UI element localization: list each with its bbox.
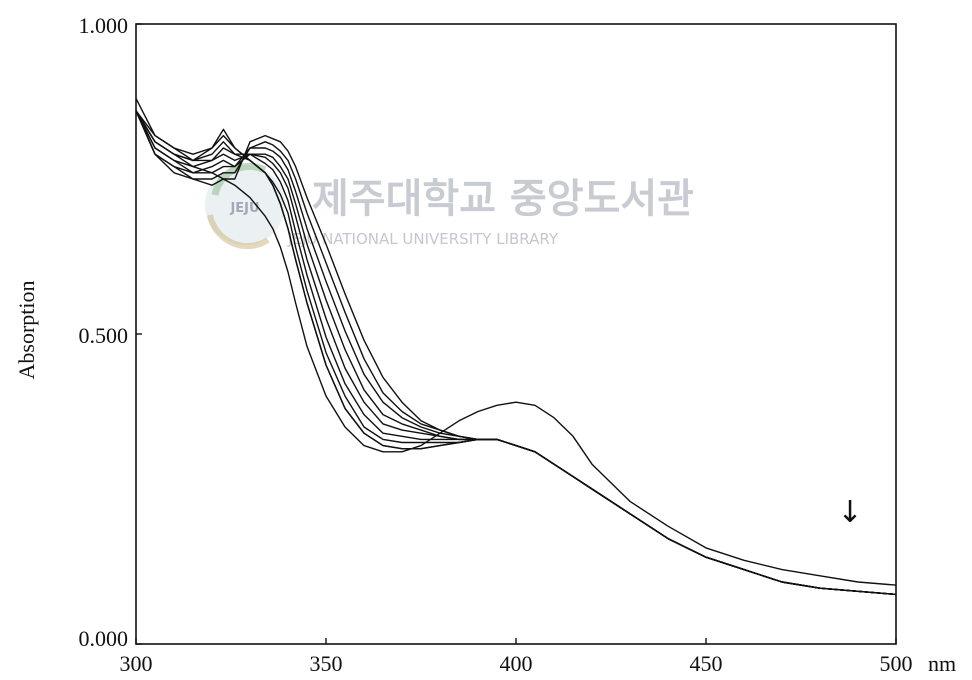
y-tick-label-0500: 0.500	[79, 323, 129, 348]
x-tick-label-450: 450	[690, 651, 723, 676]
x-tick-label-300: 300	[120, 651, 153, 676]
spectrum-line-10	[135, 110, 897, 586]
spectra-series	[135, 98, 897, 596]
decrease-arrow-annotation: ↓	[837, 495, 862, 530]
x-tick-label-350: 350	[310, 651, 343, 676]
library-watermark: JEJU 제주대학교 중앙도서관 JEJU NATIONAL UNIVERSIT…	[205, 162, 694, 250]
x-tick-label-400: 400	[500, 651, 533, 676]
x-tick-label-500: 500	[880, 651, 913, 676]
x-axis-unit-label: nm	[928, 651, 956, 676]
y-axis-title: Absorption	[14, 281, 39, 380]
axis-ticks	[135, 23, 897, 645]
plot-frame	[135, 23, 897, 645]
watermark-korean-text: 제주대학교 중앙도서관	[312, 176, 694, 222]
y-tick-label-0000: 0.000	[79, 626, 129, 651]
y-tick-label-1000: 1.000	[79, 13, 129, 38]
spectrum-line-9	[135, 110, 897, 596]
university-logo: JEJU	[205, 162, 285, 250]
logo-lettering: JEJU	[229, 201, 259, 216]
watermark-english-text: JEJU NATIONAL UNIVERSITY LIBRARY	[287, 230, 559, 248]
